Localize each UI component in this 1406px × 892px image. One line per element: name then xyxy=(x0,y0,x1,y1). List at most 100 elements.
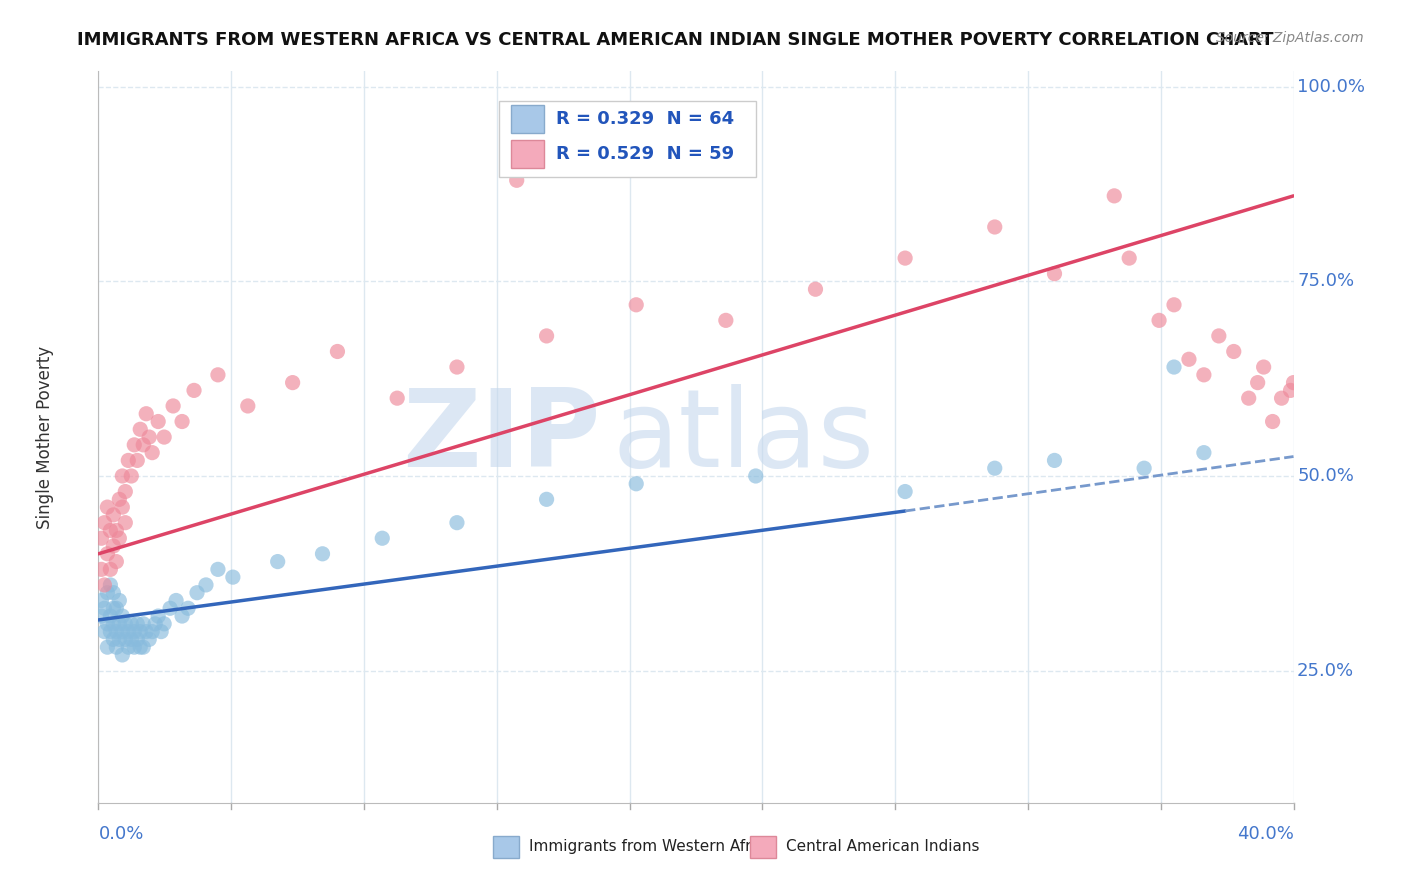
Point xyxy=(103,585,125,599)
Point xyxy=(1043,267,1066,281)
FancyBboxPatch shape xyxy=(749,836,776,858)
Point xyxy=(138,632,160,647)
Point xyxy=(90,562,112,576)
Point xyxy=(98,578,122,592)
Point xyxy=(135,407,157,421)
Point xyxy=(103,508,125,522)
Point xyxy=(1279,384,1302,398)
Point xyxy=(1208,329,1230,343)
Point xyxy=(127,453,149,467)
Text: IMMIGRANTS FROM WESTERN AFRICA VS CENTRAL AMERICAN INDIAN SINGLE MOTHER POVERTY : IMMIGRANTS FROM WESTERN AFRICA VS CENTRA… xyxy=(77,31,1274,49)
Point xyxy=(111,648,134,662)
Text: 100.0%: 100.0% xyxy=(1298,78,1365,96)
Point xyxy=(1178,352,1201,367)
Text: 40.0%: 40.0% xyxy=(1237,825,1294,843)
Point xyxy=(207,368,229,382)
Point xyxy=(177,601,200,615)
Point xyxy=(129,640,152,655)
Point xyxy=(96,500,118,515)
Text: Immigrants from Western Africa: Immigrants from Western Africa xyxy=(529,839,773,855)
Point xyxy=(98,624,122,639)
Point xyxy=(1271,391,1294,405)
Point xyxy=(105,555,128,569)
FancyBboxPatch shape xyxy=(510,105,544,133)
Point xyxy=(894,484,917,499)
Point xyxy=(141,445,163,459)
Point xyxy=(1163,298,1185,312)
Point xyxy=(1133,461,1156,475)
Point xyxy=(98,524,122,538)
Point xyxy=(90,609,112,624)
Point xyxy=(745,469,768,483)
Point xyxy=(159,601,181,615)
Point xyxy=(1163,359,1185,374)
Point xyxy=(90,593,112,607)
Point xyxy=(172,609,194,624)
FancyBboxPatch shape xyxy=(499,101,756,178)
Point xyxy=(96,640,118,655)
Point xyxy=(114,516,136,530)
Point xyxy=(127,616,149,631)
Point xyxy=(195,578,218,592)
Text: Single Mother Poverty: Single Mother Poverty xyxy=(35,345,53,529)
Text: 0.0%: 0.0% xyxy=(98,825,143,843)
Point xyxy=(120,632,142,647)
Point xyxy=(1147,313,1170,327)
Point xyxy=(129,624,152,639)
Text: 25.0%: 25.0% xyxy=(1298,662,1354,680)
Point xyxy=(93,516,115,530)
Point xyxy=(135,624,157,639)
Point xyxy=(108,593,131,607)
Point xyxy=(148,415,170,429)
Point xyxy=(326,344,349,359)
Point xyxy=(153,430,176,444)
Point xyxy=(506,173,529,187)
Text: 50.0%: 50.0% xyxy=(1298,467,1354,485)
Point xyxy=(207,562,229,576)
Point xyxy=(96,616,118,631)
Point xyxy=(129,422,152,436)
Point xyxy=(222,570,245,584)
Text: ZIP: ZIP xyxy=(402,384,600,490)
Point xyxy=(93,601,115,615)
Point xyxy=(1223,344,1246,359)
Point xyxy=(1104,189,1126,203)
Point xyxy=(1043,453,1066,467)
Text: R = 0.329  N = 64: R = 0.329 N = 64 xyxy=(557,110,734,128)
Point xyxy=(148,609,170,624)
Point xyxy=(105,601,128,615)
Point xyxy=(894,251,917,265)
Point xyxy=(105,624,128,639)
Point xyxy=(385,391,409,405)
Point xyxy=(96,547,118,561)
Point xyxy=(153,616,176,631)
Point xyxy=(714,313,737,327)
Point xyxy=(236,399,259,413)
Point xyxy=(1237,391,1260,405)
Point xyxy=(172,415,194,429)
Point xyxy=(626,476,648,491)
Point xyxy=(114,484,136,499)
Point xyxy=(1282,376,1305,390)
Point xyxy=(984,461,1007,475)
Point xyxy=(111,624,134,639)
Point xyxy=(90,531,112,545)
Point xyxy=(93,624,115,639)
FancyBboxPatch shape xyxy=(510,140,544,169)
Point xyxy=(150,624,173,639)
Point xyxy=(446,516,468,530)
Point xyxy=(98,562,122,576)
Point xyxy=(132,616,155,631)
Point xyxy=(120,469,142,483)
Point xyxy=(124,438,146,452)
Point xyxy=(124,624,146,639)
Text: atlas: atlas xyxy=(613,384,875,490)
Point xyxy=(1192,368,1215,382)
Point xyxy=(132,640,155,655)
Point xyxy=(536,329,558,343)
Point xyxy=(1247,376,1270,390)
Point xyxy=(311,547,333,561)
Point xyxy=(117,453,139,467)
Point xyxy=(281,376,304,390)
Point xyxy=(1253,359,1275,374)
